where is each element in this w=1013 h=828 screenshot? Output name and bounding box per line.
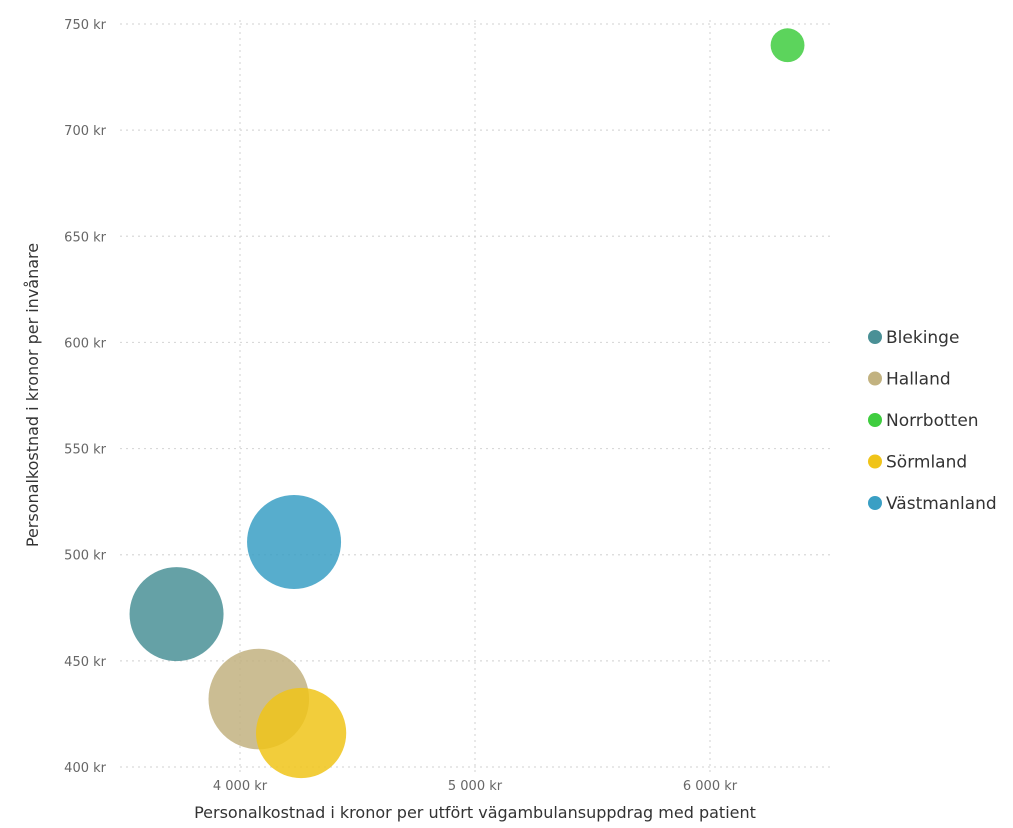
legend-label: Västmanland: [886, 494, 997, 514]
legend-label: Sörmland: [886, 453, 967, 473]
y-axis-title: Personalkostnad i kronor per invånare: [23, 243, 42, 547]
axis-ticks: 400 kr 450 kr 500 kr 550 kr 600 kr 650 kr 700 …: [64, 18, 738, 794]
legend: Blekinge Halland Norrbotten Sörmland Västman…: [868, 328, 997, 514]
legend-label: Norrbotten: [886, 411, 979, 431]
legend-marker: [868, 371, 882, 386]
x-tick-label: 5 000 kr: [448, 779, 503, 794]
y-tick-label: 650 kr: [64, 230, 106, 245]
x-tick-label: 4 000 kr: [213, 779, 268, 794]
bubble-sörmland[interactable]: [255, 687, 347, 779]
y-tick-label: 750 kr: [64, 18, 106, 33]
y-tick-label: 550 kr: [64, 443, 106, 458]
legend-label: Halland: [886, 370, 951, 390]
bubbles: [129, 28, 805, 779]
legend-marker: [868, 496, 882, 510]
bubble-blekinge[interactable]: [129, 567, 224, 662]
legend-marker: [868, 330, 882, 344]
gridlines: [120, 20, 830, 772]
legend-marker: [868, 413, 882, 427]
x-tick-label: 6 000 kr: [683, 779, 738, 794]
y-tick-label: 700 kr: [64, 124, 106, 139]
y-tick-label: 450 kr: [64, 655, 106, 670]
bubble-norrbotten[interactable]: [770, 28, 805, 63]
legend-marker: [868, 454, 882, 469]
y-tick-label: 600 kr: [64, 336, 106, 351]
y-tick-label: 500 kr: [64, 549, 106, 564]
y-tick-label: 400 kr: [64, 761, 106, 776]
x-axis-title: Personalkostnad i kronor per utfört väga…: [194, 803, 756, 822]
bubble-västmanland[interactable]: [247, 494, 342, 589]
legend-label: Blekinge: [886, 328, 959, 348]
